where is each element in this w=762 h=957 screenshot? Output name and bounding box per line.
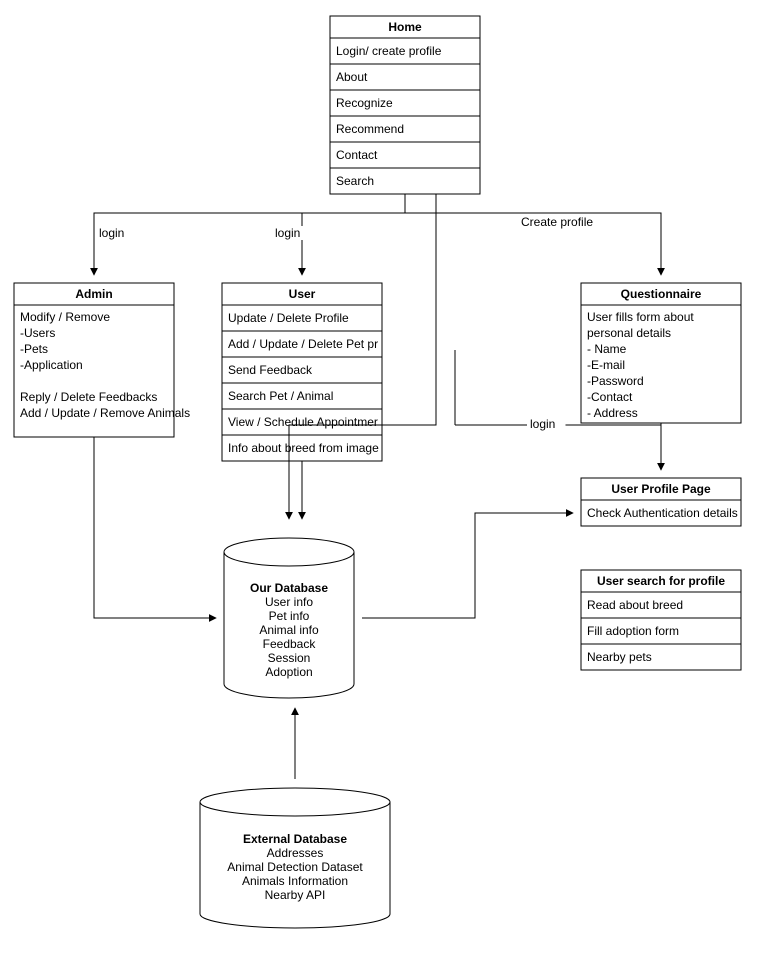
search-item-0: Read about breed xyxy=(587,598,683,612)
user-item-5: Info about breed from image xyxy=(228,441,379,455)
questionnaire-line-5: -Contact xyxy=(587,390,633,404)
questionnaire-line-0: User fills form about xyxy=(587,310,694,324)
admin-line-0: Modify / Remove xyxy=(20,310,110,324)
edge-home-to-admin-label: login xyxy=(99,226,124,240)
admin-line-2: -Pets xyxy=(20,342,48,356)
search-box: User search for profile Read about breed F… xyxy=(581,570,741,670)
admin-line-1: -Users xyxy=(20,326,55,340)
profile-box: User Profile Page Check Authentication de… xyxy=(581,478,741,526)
edge-home-to-user-label: login xyxy=(275,226,300,240)
home-item-4: Contact xyxy=(336,148,378,162)
admin-line-5: Reply / Delete Feedbacks xyxy=(20,390,157,404)
home-item-3: Recommend xyxy=(336,122,404,136)
admin-line-6: Add / Update / Remove Animals xyxy=(20,406,190,420)
our_db-line-1: Pet info xyxy=(269,609,310,623)
ext_db-line-3: Nearby API xyxy=(265,888,326,902)
home-item-0: Login/ create profile xyxy=(336,44,442,58)
admin-box: Admin Modify / Remove -Users -Pets -Applicat… xyxy=(14,283,190,437)
our_db-cylinder: Our DatabaseUser infoPet infoAnimal info… xyxy=(224,538,354,698)
home-item-5: Search xyxy=(336,174,374,188)
profile-item-0: Check Authentication details xyxy=(587,506,738,520)
our_db-title: Our Database xyxy=(250,581,328,595)
search-item-2: Nearby pets xyxy=(587,650,652,664)
profile-title: User Profile Page xyxy=(611,482,711,496)
user-item-4: View / Schedule Appointmer xyxy=(228,415,378,429)
edge-questionnaire-to-profile-label: login xyxy=(530,417,555,431)
our_db-line-2: Animal info xyxy=(259,623,319,637)
user-item-3: Search Pet / Animal xyxy=(228,389,333,403)
admin-title: Admin xyxy=(75,287,112,301)
search-title: User search for profile xyxy=(597,574,725,588)
ext_db-cylinder: External DatabaseAddressesAnimal Detecti… xyxy=(200,788,390,928)
questionnaire-line-2: - Name xyxy=(587,342,627,356)
ext_db-line-1: Animal Detection Dataset xyxy=(227,860,363,874)
questionnaire-line-1: personal details xyxy=(587,326,671,340)
ext_db-line-0: Addresses xyxy=(267,846,324,860)
user-item-1: Add / Update / Delete Pet pr xyxy=(228,337,378,351)
user-title: User xyxy=(289,287,316,301)
home-item-1: About xyxy=(336,70,368,84)
edge-home-to-questionnaire-label: Create profile xyxy=(521,215,593,229)
our_db-line-5: Adoption xyxy=(265,665,312,679)
questionnaire-line-3: -E-mail xyxy=(587,358,625,372)
admin-line-3: -Application xyxy=(20,358,83,372)
ext_db-title: External Database xyxy=(243,832,347,846)
home-title: Home xyxy=(388,20,422,34)
questionnaire-box: Questionnaire User fills form about person… xyxy=(581,283,741,423)
user-item-2: Send Feedback xyxy=(228,363,313,377)
ext_db-line-2: Animals Information xyxy=(242,874,348,888)
user-box: User Update / Delete Profile Add / Update … xyxy=(222,283,382,461)
home-box: Home Login/ create profile About Recognize R… xyxy=(330,16,480,194)
questionnaire-line-6: - Address xyxy=(587,406,638,420)
our_db-line-4: Session xyxy=(268,651,311,665)
user-item-0: Update / Delete Profile xyxy=(228,311,349,325)
our_db-line-0: User info xyxy=(265,595,313,609)
questionnaire-title: Questionnaire xyxy=(621,287,702,301)
search-item-1: Fill adoption form xyxy=(587,624,679,638)
home-item-2: Recognize xyxy=(336,96,393,110)
our_db-line-3: Feedback xyxy=(263,637,317,651)
questionnaire-line-4: -Password xyxy=(587,374,644,388)
